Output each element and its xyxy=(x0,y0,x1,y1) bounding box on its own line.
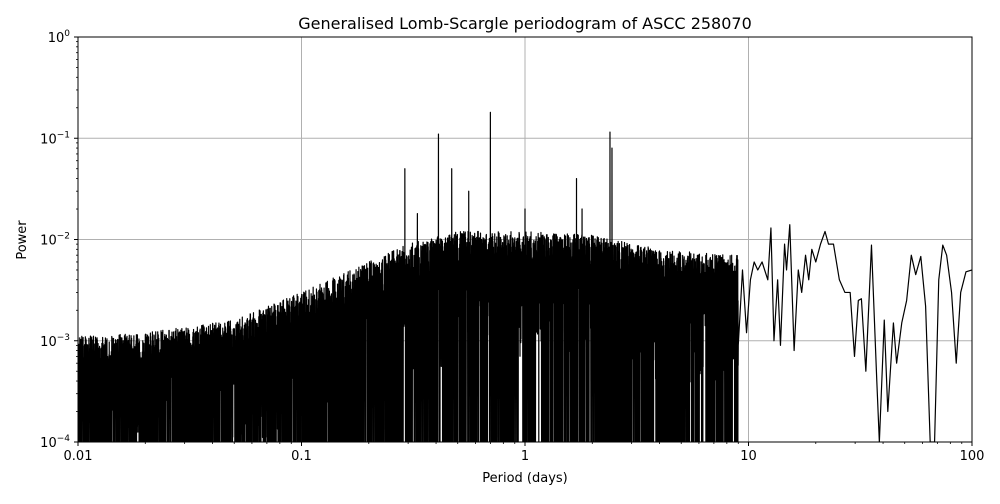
y-tick-label: 10−1 xyxy=(40,130,70,147)
periodogram-series xyxy=(78,111,972,442)
x-tick-label: 0.01 xyxy=(64,449,93,464)
y-axis-label: Power xyxy=(15,220,30,260)
x-axis-ticks: 0.01 0.1 1 10 100 xyxy=(64,442,985,464)
chart-title: Generalised Lomb-Scargle periodogram of … xyxy=(298,14,752,33)
x-tick-label: 1 xyxy=(521,449,529,464)
y-tick-label: 10−2 xyxy=(40,232,70,249)
x-tick-label: 10 xyxy=(740,449,757,464)
y-tick-label: 10−4 xyxy=(40,434,70,451)
y-axis-ticks: 10−4 10−3 10−2 10−1 100 xyxy=(40,29,78,451)
x-tick-label: 100 xyxy=(960,449,985,464)
x-tick-label: 0.1 xyxy=(291,449,312,464)
y-tick-label: 100 xyxy=(48,29,71,46)
x-axis-label: Period (days) xyxy=(482,471,568,486)
y-tick-label: 10−3 xyxy=(40,333,70,350)
periodogram-line xyxy=(78,111,972,442)
